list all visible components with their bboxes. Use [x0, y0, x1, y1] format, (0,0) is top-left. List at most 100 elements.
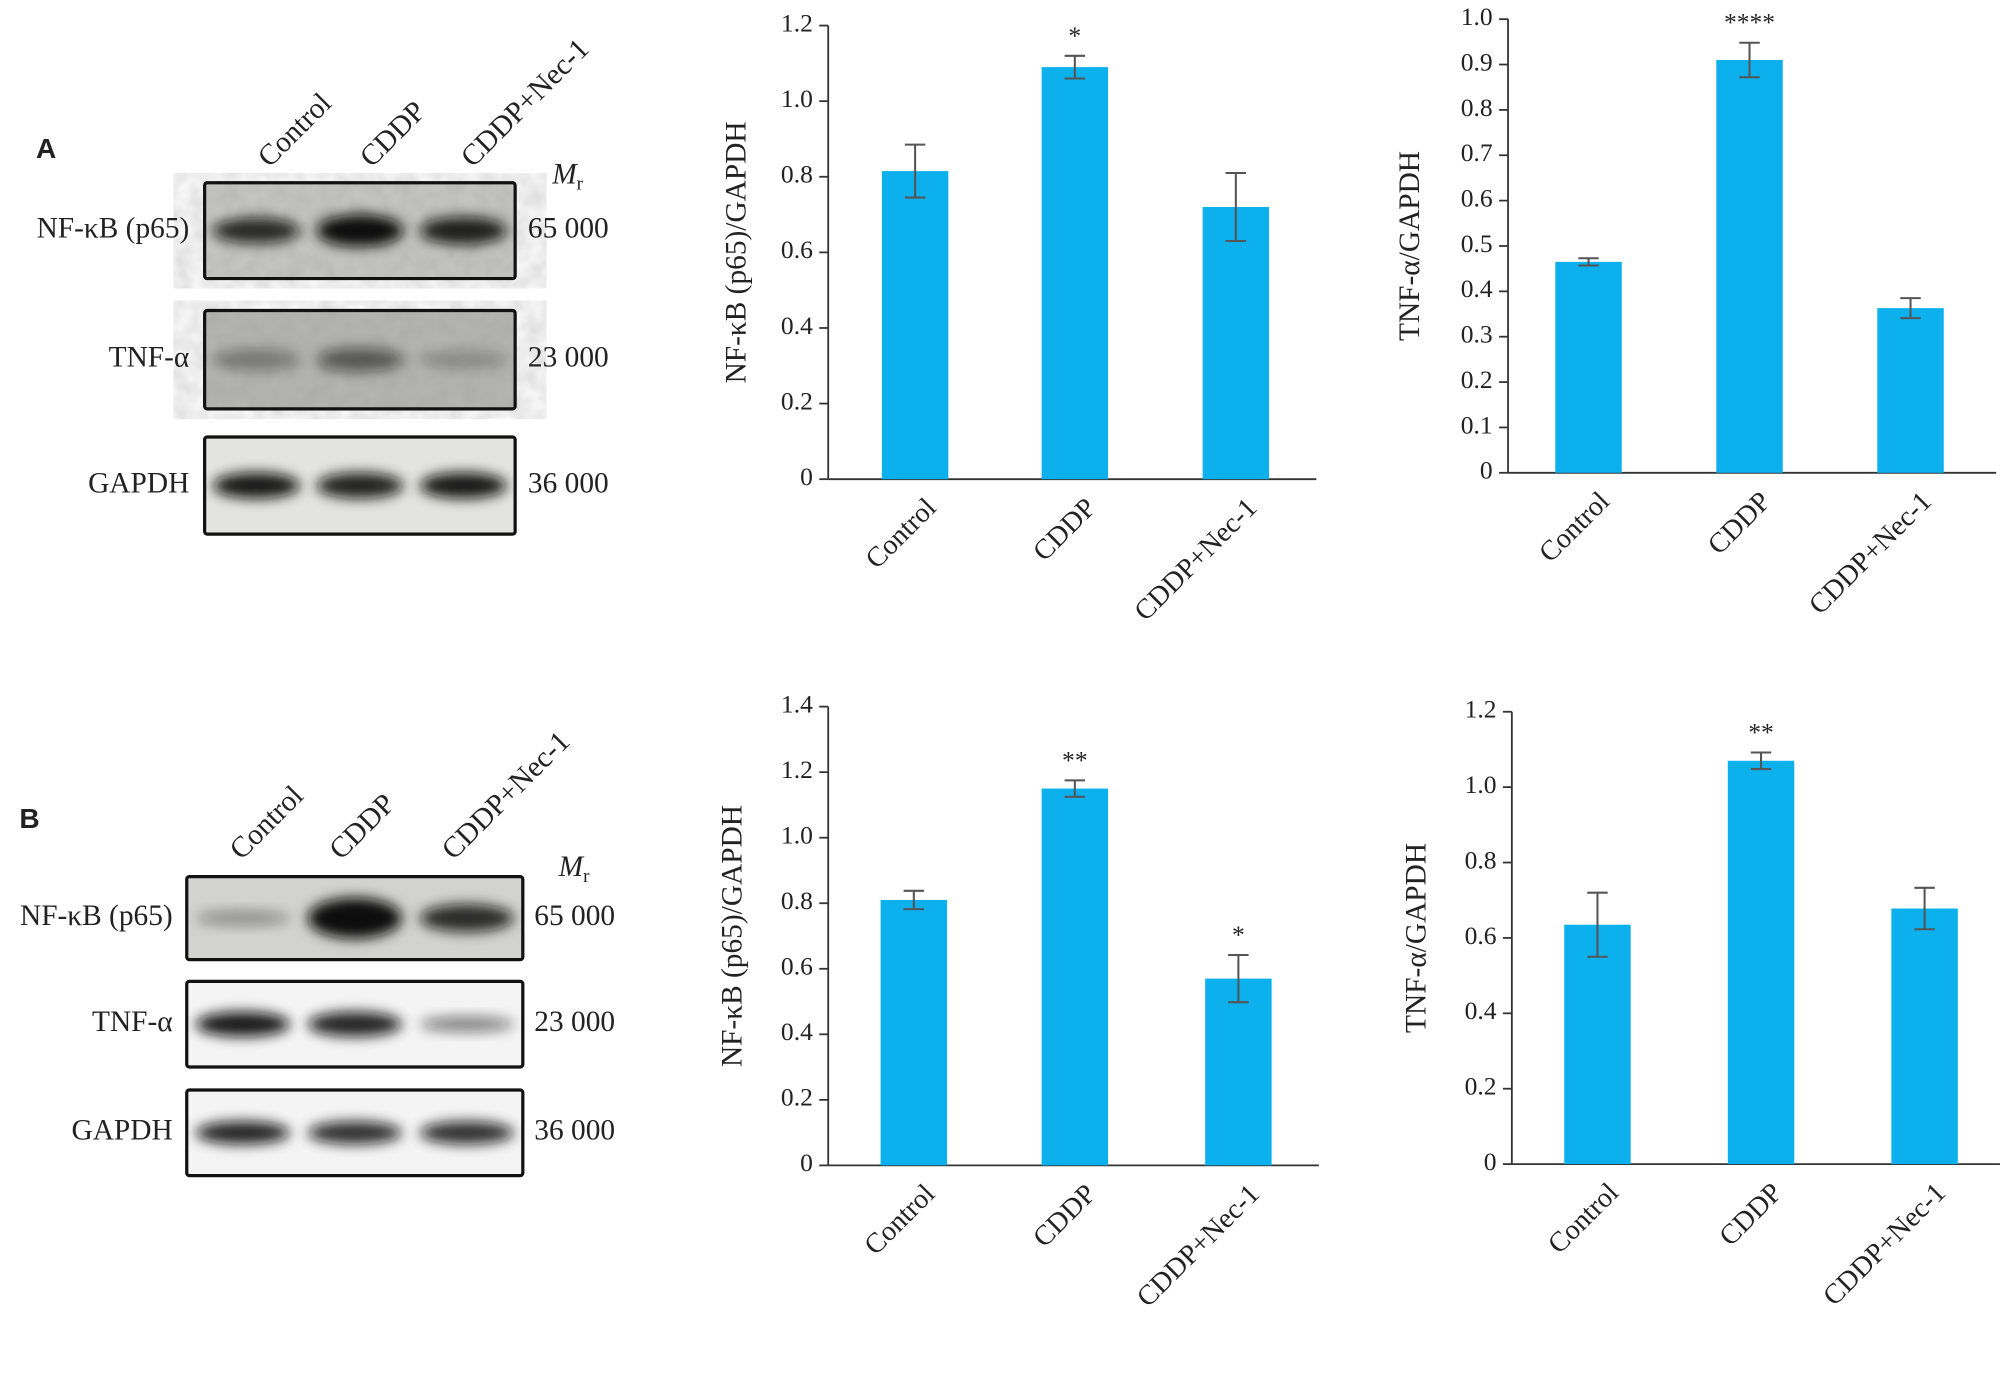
- error-bar: [1578, 257, 1599, 267]
- blot-band: [419, 472, 507, 499]
- row-label: GAPDH: [88, 467, 189, 499]
- y-tick-label: 0.8: [1461, 93, 1493, 122]
- blot-frame: [185, 979, 525, 1069]
- blot-band: [307, 1121, 402, 1145]
- error-bar: [1225, 171, 1247, 243]
- blot-band: [307, 897, 402, 939]
- significance: **: [1062, 745, 1088, 774]
- y-tick-label: 0.6: [1465, 921, 1497, 950]
- bar: [1891, 908, 1958, 1165]
- y-tick-label: 1.2: [1465, 695, 1497, 724]
- y-tick-label: 0.2: [781, 1083, 813, 1112]
- blot-band: [316, 472, 404, 499]
- y-tick-label: 0.4: [1461, 274, 1493, 303]
- panel-label: B: [19, 803, 39, 834]
- bar: [1202, 207, 1270, 480]
- error-bar: [1587, 891, 1608, 958]
- bar: [1877, 308, 1944, 473]
- blot-band: [212, 217, 300, 244]
- lane-label: CDDP+Nec-1: [455, 33, 595, 173]
- bar: [1564, 924, 1631, 1165]
- bar: [1727, 760, 1795, 1165]
- significance: *: [1068, 21, 1081, 50]
- y-tick-label: 1.0: [1461, 2, 1493, 31]
- blot-band: [419, 1016, 514, 1032]
- row-label: GAPDH: [71, 1115, 172, 1147]
- blot-band: [212, 472, 300, 499]
- x-tick-label: Control: [859, 1178, 942, 1261]
- mr-value: 36 000: [534, 1115, 615, 1147]
- y-tick-label: 0.3: [1461, 320, 1493, 349]
- y-tick-label: 0: [800, 462, 813, 491]
- y-tick-label: 1.4: [781, 689, 813, 718]
- significance: *: [1232, 920, 1245, 949]
- error-bar: [1064, 779, 1086, 798]
- blot-band: [419, 1121, 514, 1145]
- mr-subscript: r: [583, 866, 590, 887]
- y-tick-label: 0.6: [1461, 183, 1493, 212]
- y-axis-label: NF-κB (p65)/GAPDH: [717, 805, 749, 1067]
- y-tick-label: 0.5: [1461, 229, 1493, 258]
- y-tick-label: 0.8: [781, 886, 813, 915]
- blot-band: [419, 350, 507, 369]
- lane-label: CDDP: [323, 788, 401, 866]
- row-label: TNF-α: [109, 341, 190, 373]
- y-tick-label: 0: [1484, 1147, 1497, 1176]
- mr-subscript: r: [577, 174, 584, 195]
- mr-value: 65 000: [528, 212, 609, 244]
- error-bar: [903, 889, 925, 911]
- panel-label: A: [36, 133, 56, 164]
- row-label: NF-κB (p65): [37, 212, 190, 244]
- bar: [880, 899, 948, 1166]
- x-tick-label: CDDP: [1027, 1179, 1102, 1254]
- blot-band: [316, 347, 404, 372]
- mr-value: 36 000: [528, 467, 609, 499]
- lane-label: CDDP: [354, 95, 432, 173]
- mr-value: 23 000: [528, 341, 609, 373]
- mr-value: 65 000: [534, 900, 615, 932]
- y-tick-label: 0.7: [1461, 138, 1493, 167]
- x-tick-label: Control: [1542, 1177, 1625, 1260]
- y-tick-label: 1.2: [781, 8, 813, 37]
- y-tick-label: 0.9: [1461, 47, 1493, 76]
- error-bar: [1900, 297, 1921, 320]
- x-tick-label: Control: [1533, 486, 1616, 569]
- blot-frame: [203, 181, 517, 281]
- row-label: NF-κB (p65): [20, 900, 173, 932]
- blot-frame: [185, 874, 525, 962]
- mr-symbol: M: [558, 851, 585, 883]
- y-tick-label: 1.0: [781, 84, 813, 113]
- bar: [1041, 788, 1109, 1166]
- x-tick-label: CDDP: [1027, 492, 1102, 567]
- y-tick-label: 0.8: [1465, 845, 1497, 874]
- bar: [1041, 67, 1109, 480]
- blot-band: [419, 904, 514, 933]
- blot-band: [307, 1011, 402, 1037]
- y-tick-label: 0.4: [1465, 996, 1497, 1025]
- x-tick-label: Control: [860, 492, 943, 575]
- y-tick-label: 0: [800, 1148, 813, 1177]
- x-tick-label: CDDP: [1702, 486, 1777, 561]
- blot-frame: [185, 1088, 525, 1178]
- lane-label: Control: [224, 780, 310, 866]
- error-bar: [1739, 41, 1760, 79]
- row-label: TNF-α: [92, 1006, 173, 1038]
- y-tick-label: 1.0: [781, 821, 813, 850]
- blot-band: [195, 1121, 290, 1145]
- error-bar: [1228, 953, 1249, 1004]
- bar: [1716, 59, 1783, 473]
- x-tick-label: CDDP+Nec-1: [1817, 1177, 1952, 1312]
- y-tick-label: 0: [1480, 456, 1493, 485]
- error-bar: [904, 143, 926, 199]
- bar: [1555, 261, 1622, 473]
- y-tick-label: 0.2: [1461, 365, 1493, 394]
- y-tick-label: 0.4: [781, 311, 813, 340]
- lane-label: Control: [252, 87, 338, 173]
- y-axis-label: TNF-α/GAPDH: [1400, 843, 1432, 1033]
- blot-band: [419, 216, 507, 245]
- mr-value: 23 000: [534, 1006, 615, 1038]
- y-axis-label: TNF-α/GAPDH: [1394, 151, 1426, 341]
- y-tick-label: 1.2: [781, 755, 813, 784]
- blot-frame: [203, 435, 517, 536]
